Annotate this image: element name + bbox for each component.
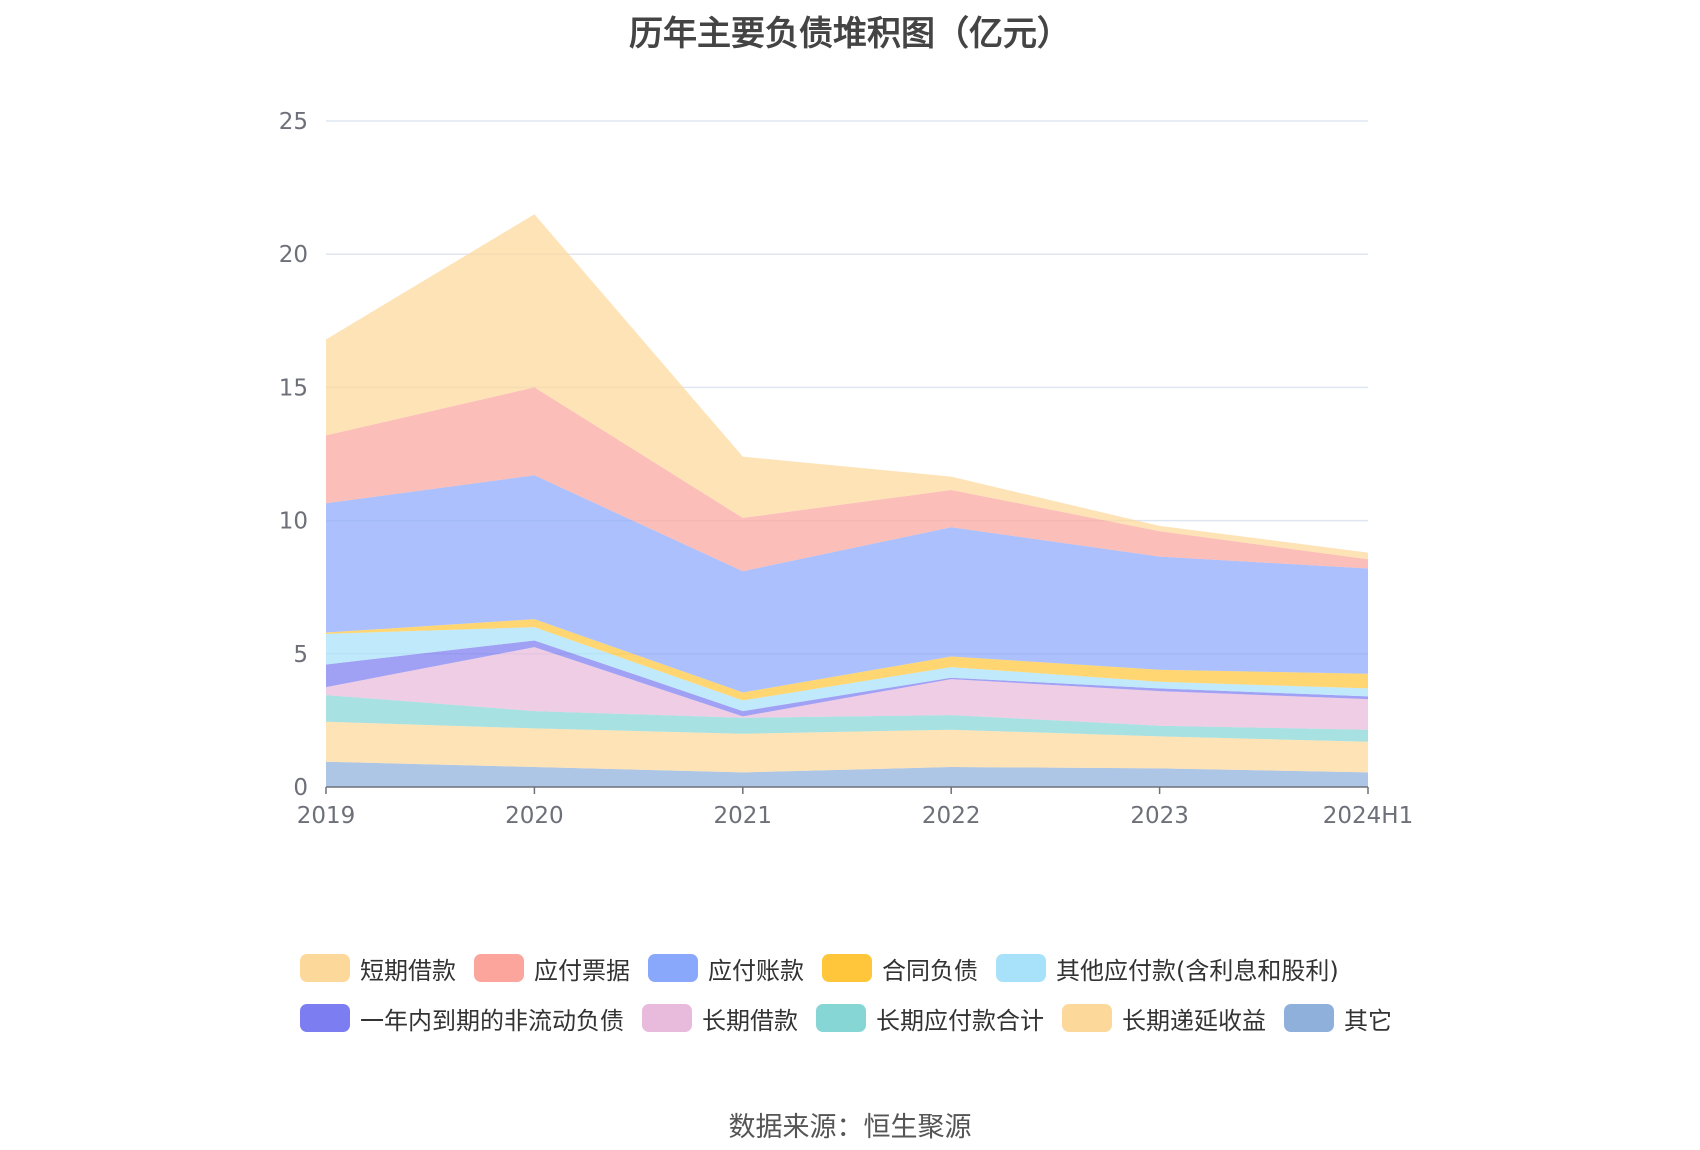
area-series-1: [326, 721, 1368, 773]
legend-item[interactable]: 其它: [1284, 1000, 1392, 1036]
legend: 短期借款 应付票据 应付账款 合同负债 其他应付款(含利息和股利) 一年内到期的非流动负债…: [300, 950, 1430, 1036]
legend-swatch: [474, 954, 524, 982]
legend-swatch: [300, 1004, 350, 1032]
chart-title: 历年主要负债堆积图（亿元）: [629, 14, 1071, 54]
legend-label: 短期借款: [360, 956, 456, 985]
area-series-8: [326, 387, 1368, 572]
legend-items: 短期借款 应付票据 应付账款 合同负债 其他应付款(含利息和股利) 一年内到期的非流动负债…: [300, 950, 1430, 1036]
area-series-7: [326, 475, 1368, 693]
x-tick-label: 2024H1: [1323, 803, 1413, 829]
area-series: [326, 214, 1368, 787]
legend-item[interactable]: 长期应付款合计: [816, 1000, 1044, 1036]
legend-item[interactable]: 一年内到期的非流动负债: [300, 1000, 624, 1036]
legend-item[interactable]: 其他应付款(含利息和股利): [996, 950, 1339, 986]
area-series-4: [326, 640, 1368, 717]
legend-item[interactable]: 应付票据: [474, 950, 630, 986]
legend-swatch: [996, 954, 1046, 982]
legend-swatch: [300, 954, 350, 982]
legend-item[interactable]: 应付账款: [648, 950, 804, 986]
legend-swatch: [1284, 1004, 1334, 1032]
y-tick-label: 5: [293, 642, 308, 668]
x-tick-label: 2022: [922, 803, 981, 829]
legend-swatch: [642, 1004, 692, 1032]
y-tick-label: 15: [279, 375, 308, 401]
area-series-0: [326, 761, 1368, 787]
x-tick-label: 2020: [505, 803, 564, 829]
data-source-note: 数据来源：恒生聚源: [728, 1112, 972, 1143]
legend-label: 长期递延收益: [1122, 1006, 1266, 1035]
y-tick-label: 20: [279, 242, 308, 268]
legend-item[interactable]: 长期借款: [642, 1000, 798, 1036]
legend-label: 合同负债: [882, 956, 978, 985]
legend-swatch: [816, 1004, 866, 1032]
area-series-6: [326, 619, 1368, 701]
area-series-9: [326, 214, 1368, 560]
legend-swatch: [822, 954, 872, 982]
legend-label: 其它: [1344, 1006, 1392, 1035]
legend-label: 长期借款: [702, 1006, 798, 1035]
legend-label: 长期应付款合计: [876, 1006, 1044, 1035]
x-tick-label: 2019: [297, 803, 356, 829]
area-series-5: [326, 627, 1368, 712]
y-tick-label: 0: [293, 775, 308, 801]
legend-item[interactable]: 短期借款: [300, 950, 456, 986]
y-tick-label: 25: [279, 109, 308, 135]
legend-label: 一年内到期的非流动负债: [360, 1006, 624, 1035]
legend-item[interactable]: 合同负债: [822, 950, 978, 986]
area-series-3: [326, 647, 1368, 730]
legend-swatch: [648, 954, 698, 982]
x-tick-label: 2023: [1130, 803, 1189, 829]
legend-label: 应付账款: [708, 956, 804, 985]
area-series-2: [326, 695, 1368, 742]
x-tick-label: 2021: [714, 803, 773, 829]
legend-item[interactable]: 长期递延收益: [1062, 1000, 1266, 1036]
legend-swatch: [1062, 1004, 1112, 1032]
legend-label: 其他应付款(含利息和股利): [1056, 956, 1339, 985]
axes: 0 5 10 15 20 25 2019 2020 2021 2022 2023 2024H1: [279, 109, 1414, 829]
legend-label: 应付票据: [534, 956, 630, 985]
y-tick-label: 10: [279, 509, 308, 535]
